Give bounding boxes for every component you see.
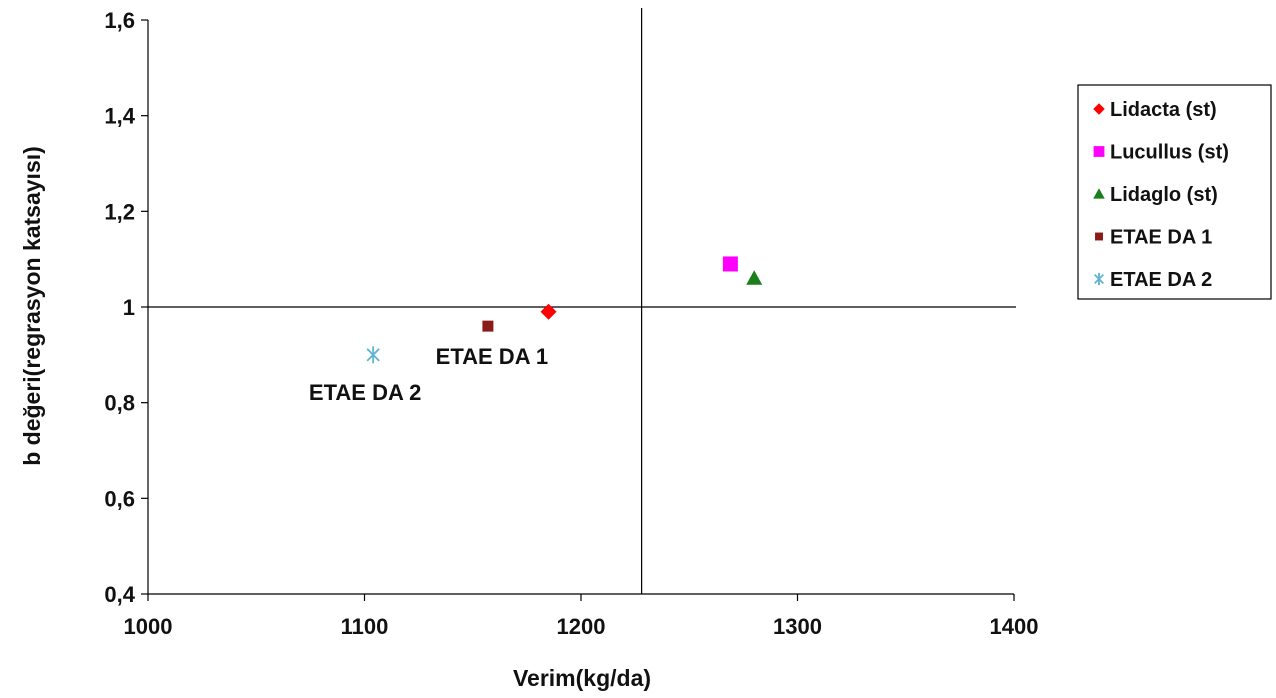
legend-marker	[1093, 146, 1105, 157]
y-tick-label: 0,8	[104, 391, 135, 416]
legend: Lidacta (st) Lucullus (st) Lidaglo (st) ETA…	[1077, 84, 1272, 300]
x-axis-ticks: 1000 1100 1200 1300 1400	[124, 594, 1039, 639]
x-tick-label: 1300	[773, 614, 822, 639]
legend-marker	[1093, 103, 1105, 115]
legend-label: ETAE DA 1	[1110, 227, 1212, 249]
y-axis-title: b değeri(regrasyon katsayısı)	[19, 146, 45, 466]
legend-label: Lidacta (st)	[1110, 99, 1217, 121]
legend-frame	[1077, 84, 1272, 300]
y-tick-label: 1,4	[104, 104, 135, 129]
asterisk-stroke	[366, 348, 380, 362]
y-tick-label: 1	[123, 295, 135, 320]
x-tick-label: 1400	[990, 614, 1039, 639]
x-tick-label: 1100	[341, 614, 389, 639]
y-tick-label: 0,6	[104, 486, 135, 511]
x-axis-title: Verim(kg/da)	[513, 665, 651, 691]
legend-marker	[1095, 232, 1103, 241]
data-point	[366, 346, 380, 364]
point-annotation: ETAE DA 1	[436, 344, 548, 369]
x-tick-label: 1200	[557, 614, 606, 639]
y-tick-label: 1,6	[104, 8, 135, 33]
x-tick-label: 1000	[124, 614, 173, 639]
reference-lines	[148, 8, 1016, 594]
legend-label: ETAE DA 2	[1110, 269, 1212, 291]
y-tick-label: 0,4	[104, 582, 135, 607]
legend-label: Lidaglo (st)	[1110, 184, 1218, 206]
data-points	[366, 256, 763, 364]
legend-label: Lucullus (st)	[1110, 142, 1229, 164]
y-tick-label: 1,2	[104, 199, 135, 224]
asterisk-stroke	[1094, 274, 1104, 284]
legend-marker	[1093, 188, 1105, 199]
point-annotation: ETAE DA 2	[309, 380, 421, 405]
legend-marker	[1094, 272, 1104, 286]
data-point	[746, 270, 763, 285]
data-point	[482, 320, 494, 332]
y-axis-ticks: 0,4 0,6 0,8 1 1,2 1,4 1,6	[104, 8, 148, 607]
data-point	[722, 256, 738, 272]
annotations: ETAE DA 1 ETAE DA 2	[309, 344, 548, 405]
data-point	[540, 303, 557, 320]
